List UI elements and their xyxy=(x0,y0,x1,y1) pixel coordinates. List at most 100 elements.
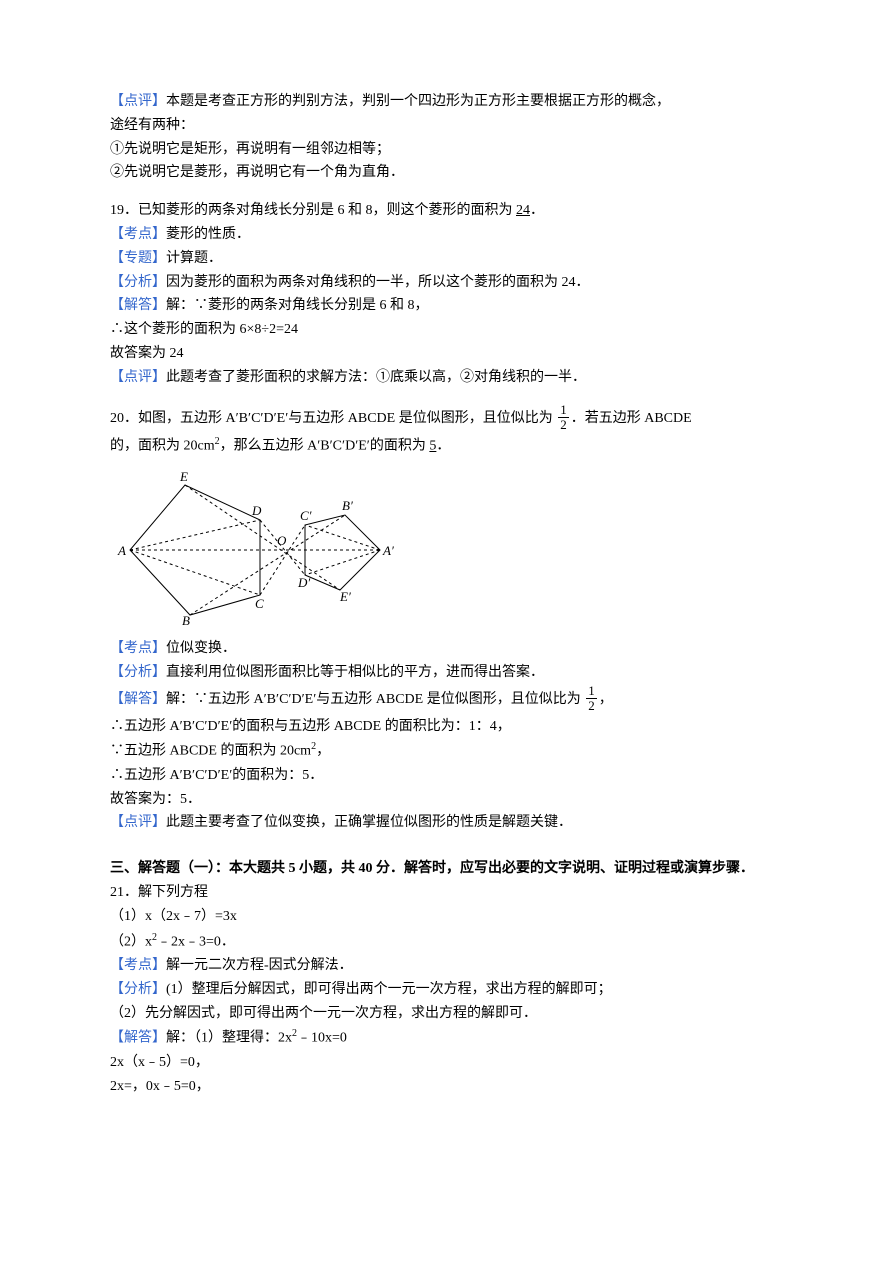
fraction-half-icon: 12 xyxy=(558,403,569,433)
dash-bb xyxy=(190,515,345,615)
p21-jd-l3: 2x=，0x﹣5=0， xyxy=(110,1075,782,1099)
label-C: C xyxy=(255,596,264,611)
p19-kd: 【考点】菱形的性质． xyxy=(110,223,782,247)
label-jd: 【解答】 xyxy=(110,298,166,313)
p21-kd: 【考点】解一元二次方程-因式分解法． xyxy=(110,954,782,978)
dash-apd xyxy=(305,550,380,575)
p20-dp-text: 此题主要考查了位似变换，正确掌握位似图形的性质是解题关键． xyxy=(166,815,572,830)
p19-jd-l2: ∴这个菱形的面积为 6×8÷2=24 xyxy=(110,318,782,342)
frac-den: 2 xyxy=(586,699,597,713)
p21-eq2-pre: （2）x xyxy=(110,934,152,949)
dash-ee xyxy=(185,485,340,590)
section3-title: 三、解答题（一）：本大题共 5 小题，共 40 分．解答时，应写出必要的文字说明… xyxy=(110,857,782,881)
label-Dp: D′ xyxy=(297,575,310,590)
p19-kd-text: 菱形的性质． xyxy=(166,227,250,242)
label-D: D xyxy=(251,503,262,518)
pentagon-prime xyxy=(305,515,380,590)
p21-eq2: （2）x2﹣2x﹣3=0． xyxy=(110,929,782,954)
label-Bp: B′ xyxy=(342,498,353,513)
dash-ad xyxy=(130,520,260,550)
label-O: O xyxy=(277,533,287,548)
frac-num: 1 xyxy=(586,684,597,699)
p20-jd-l2: ∴五边形 A′B′C′D′E′的面积与五边形 ABCDE 的面积比为：1：4， xyxy=(110,715,782,739)
p19-dp-text: 此题考查了菱形面积的求解方法：①底乘以高，②对角线积的一半． xyxy=(166,370,586,385)
p20-jd: 【解答】解：∵五边形 A′B′C′D′E′与五边形 ABCDE 是位似图形，且位… xyxy=(110,685,782,715)
p20-q-l2-pre: 的，面积为 20cm xyxy=(110,439,215,454)
p18-comment-text: 本题是考查正方形的判别方法，判别一个四边形为正方形主要根据正方形的概念， xyxy=(166,94,670,109)
p21-jd: 【解答】解：（1）整理得：2x2﹣10x=0 xyxy=(110,1025,782,1050)
label-comment: 【点评】 xyxy=(110,94,166,109)
label-fx: 【分析】 xyxy=(110,275,166,290)
p20-jd-l4: ∴五边形 A′B′C′D′E′的面积为：5． xyxy=(110,764,782,788)
dash-apc xyxy=(305,525,380,550)
p21-jd-l2: 2x（x﹣5）=0， xyxy=(110,1051,782,1075)
p21-jd-l1-pre: 解：（1）整理得：2x xyxy=(166,1031,292,1046)
p19-jd-l1: 解：∵菱形的两条对角线长分别是 6 和 8， xyxy=(166,298,429,313)
p21-eq1: （1）x（2x﹣7）=3x xyxy=(110,905,782,929)
p21-eq2-post: ﹣2x﹣3=0． xyxy=(157,934,235,949)
label-Cp: C′ xyxy=(300,508,312,523)
p18-sub3: ②先说明它是菱形，再说明它有一个角为直角． xyxy=(110,161,782,185)
p19-jd: 【解答】解：∵菱形的两条对角线长分别是 6 和 8， xyxy=(110,294,782,318)
p20-q-l2-post: ． xyxy=(436,439,450,454)
p21-fx-l2: （2）先分解因式，即可得出两个一元一次方程，求出方程的解即可． xyxy=(110,1002,782,1026)
fraction-half-icon: 12 xyxy=(586,684,597,714)
p19-answer: 24 xyxy=(516,203,530,218)
p18-comment: 【点评】本题是考查正方形的判别方法，判别一个四边形为正方形主要根据正方形的概念， xyxy=(110,90,782,114)
label-kd: 【考点】 xyxy=(110,227,166,242)
label-E: E xyxy=(179,469,188,484)
p20-dp: 【点评】此题主要考查了位似变换，正确掌握位似图形的性质是解题关键． xyxy=(110,811,782,835)
p19-q-pre: 19．已知菱形的两条对角线长分别是 6 和 8，则这个菱形的面积为 xyxy=(110,203,516,218)
label-jd: 【解答】 xyxy=(110,692,166,707)
p20-jd-l3-post: ， xyxy=(316,744,330,759)
p20-q-mid: ．若五边形 ABCDE xyxy=(571,411,692,426)
pentagon-diagram: A B C D E O A′ B′ C′ D′ E′ xyxy=(110,465,782,634)
p20-question-l2: 的，面积为 20cm2，那么五边形 A′B′C′D′E′的面积为 5． xyxy=(110,433,782,458)
p21-fx: 【分析】(1）整理后分解因式，即可得出两个一元一次方程，求出方程的解即可； xyxy=(110,978,782,1002)
label-fx: 【分析】 xyxy=(110,982,166,997)
label-kd: 【考点】 xyxy=(110,641,166,656)
p18-sub1: 途经有两种： xyxy=(110,114,782,138)
p19-fx: 【分析】因为菱形的面积为两条对角线积的一半，所以这个菱形的面积为 24． xyxy=(110,271,782,295)
label-dp: 【点评】 xyxy=(110,815,166,830)
p19-fx-text: 因为菱形的面积为两条对角线积的一半，所以这个菱形的面积为 24． xyxy=(166,275,590,290)
frac-den: 2 xyxy=(558,418,569,432)
label-zt: 【专题】 xyxy=(110,251,166,266)
p20-q-l2-mid: ，那么五边形 A′B′C′D′E′的面积为 xyxy=(220,439,430,454)
label-jd: 【解答】 xyxy=(110,1031,166,1046)
p18-sub2: ①先说明它是矩形，再说明有一组邻边相等； xyxy=(110,138,782,162)
p19-jd-l3: 故答案为 24 xyxy=(110,342,782,366)
label-Ap: A′ xyxy=(382,543,394,558)
frac-num: 1 xyxy=(558,403,569,418)
spacer xyxy=(110,390,782,404)
p19-question: 19．已知菱形的两条对角线长分别是 6 和 8，则这个菱形的面积为 24． xyxy=(110,199,782,223)
p20-q-pre: 20．如图，五边形 A′B′C′D′E′与五边形 ABCDE 是位似图形，且位似… xyxy=(110,411,556,426)
pentagon-svg: A B C D E O A′ B′ C′ D′ E′ xyxy=(110,465,400,625)
spacer xyxy=(110,185,782,199)
p20-jd-l5: 故答案为：5． xyxy=(110,788,782,812)
label-B: B xyxy=(182,613,190,625)
p19-q-post: ． xyxy=(530,203,544,218)
p21-title: 21．解下列方程 xyxy=(110,881,782,905)
p21-fx-l1: (1）整理后分解因式，即可得出两个一元一次方程，求出方程的解即可； xyxy=(166,982,612,997)
p19-zt: 【专题】计算题． xyxy=(110,247,782,271)
p21-jd-l1-post: ﹣10x=0 xyxy=(297,1031,347,1046)
p20-fx-text: 直接利用位似图形面积比等于相似比的平方，进而得出答案． xyxy=(166,665,544,680)
p20-kd-text: 位似变换． xyxy=(166,641,236,656)
p20-fx: 【分析】直接利用位似图形面积比等于相似比的平方，进而得出答案． xyxy=(110,661,782,685)
label-kd: 【考点】 xyxy=(110,958,166,973)
p20-jd-l3-pre: ∵五边形 ABCDE 的面积为 20cm xyxy=(110,744,311,759)
dash-ac xyxy=(130,550,260,595)
p20-jd-l1-pre: 解：∵五边形 A′B′C′D′E′与五边形 ABCDE 是位似图形，且位似比为 xyxy=(166,692,584,707)
label-fx: 【分析】 xyxy=(110,665,166,680)
p20-kd: 【考点】位似变换． xyxy=(110,637,782,661)
spacer xyxy=(110,835,782,849)
p20-jd-l3: ∵五边形 ABCDE 的面积为 20cm2， xyxy=(110,738,782,763)
p20-jd-l1-post: ， xyxy=(599,692,613,707)
p21-kd-text: 解一元二次方程-因式分解法． xyxy=(166,958,353,973)
p20-question: 20．如图，五边形 A′B′C′D′E′与五边形 ABCDE 是位似图形，且位似… xyxy=(110,404,782,434)
label-A: A xyxy=(117,543,126,558)
p19-dp: 【点评】此题考查了菱形面积的求解方法：①底乘以高，②对角线积的一半． xyxy=(110,366,782,390)
label-dp: 【点评】 xyxy=(110,370,166,385)
label-Ep: E′ xyxy=(339,589,351,604)
